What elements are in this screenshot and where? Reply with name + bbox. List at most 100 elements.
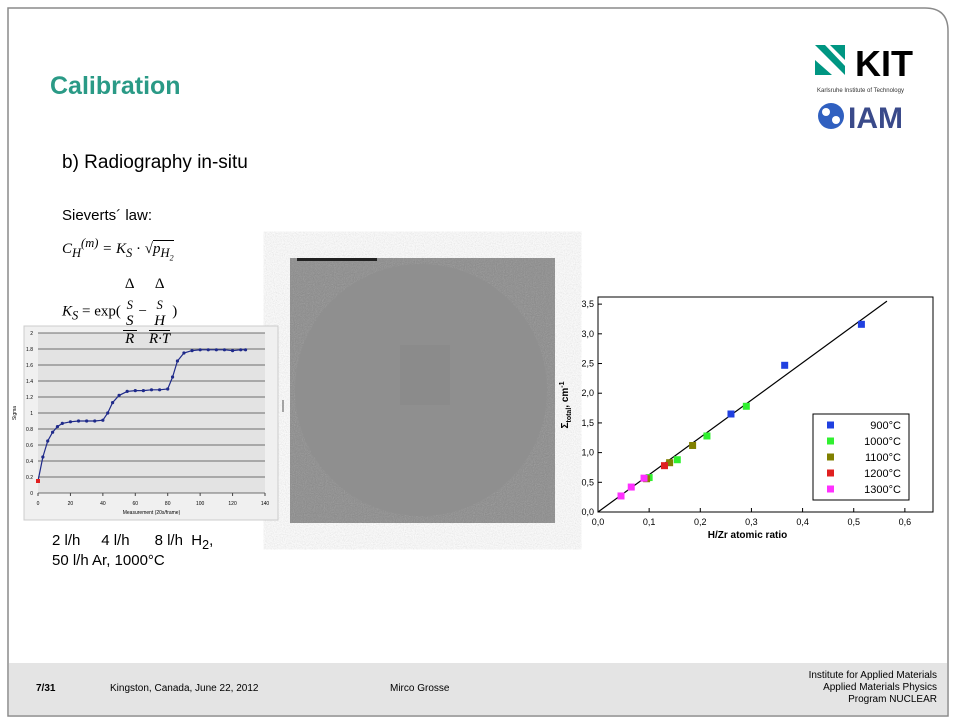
data-point [207, 348, 210, 351]
eq-part: C [62, 241, 72, 257]
x-axis-label: H/Zr atomic ratio [708, 530, 787, 541]
data-point [46, 439, 49, 442]
x-tick-label: 0,1 [643, 517, 656, 527]
x-tick-label: 40 [100, 501, 106, 507]
y-tick-label: 0.6 [26, 443, 33, 449]
eq-part: Δ [151, 276, 168, 293]
eq-part: K [62, 303, 72, 319]
data-point [858, 321, 865, 328]
y-tick-label: 1,5 [581, 418, 594, 428]
x-tick-label: 80 [165, 501, 171, 507]
eq-part: H [161, 246, 170, 260]
y-tick-label: 1,0 [581, 448, 594, 458]
x-tick-label: 60 [133, 501, 139, 507]
eq-part: Δ [125, 276, 135, 293]
eq-part: − [139, 303, 147, 319]
footer-author: Mirco Grosse [390, 683, 449, 694]
caption-line-1: 2 l/h 4 l/h 8 l/h H2, [52, 532, 213, 552]
legend-label: 1100°C [865, 452, 901, 464]
y-tick-label: 1.8 [26, 347, 33, 353]
caption-part: 8 l/h [155, 532, 183, 549]
footer-page: 7/31 [36, 683, 55, 694]
data-point [661, 462, 668, 469]
data-point [101, 419, 104, 422]
eq-part: p [153, 241, 161, 257]
eq-part: S [157, 298, 163, 312]
data-point [215, 348, 218, 351]
legend-swatch [827, 470, 834, 477]
y-label-part: , cm [560, 388, 571, 408]
eq-part: · √ [132, 241, 153, 257]
data-point [618, 492, 625, 499]
y-tick-label: 0.4 [26, 459, 33, 465]
caption-part: 2 l/h [52, 532, 80, 549]
y-tick-label: 1.2 [26, 395, 33, 401]
data-point [244, 348, 247, 351]
data-point [126, 390, 129, 393]
slide: KIT Karlsruhe Institute of Technology IA… [0, 0, 955, 720]
highlight-point [36, 479, 40, 483]
law-heading: Sieverts´ law: [62, 207, 152, 224]
y-tick-label: 3,0 [581, 329, 594, 339]
eq-part: S [125, 313, 135, 330]
footer-event: Kingston, Canada, June 22, 2012 [110, 683, 258, 694]
legend-swatch [827, 422, 834, 429]
y-tick-label: 1 [30, 411, 33, 417]
footer-line: Institute for Applied Materials [809, 670, 937, 682]
data-point [134, 389, 137, 392]
eq-part: R [123, 331, 137, 348]
data-point [674, 456, 681, 463]
legend-label: 1000°C [864, 436, 901, 448]
caption-part: , [209, 532, 213, 549]
x-tick-label: 0 [37, 501, 40, 507]
x-tick-label: 120 [228, 501, 237, 507]
eq-part: R·T [149, 331, 170, 348]
x-tick-label: 100 [196, 501, 205, 507]
eq-part: (m) [81, 236, 98, 250]
data-point [41, 455, 44, 458]
data-point [142, 389, 145, 392]
data-point [85, 419, 88, 422]
data-point [51, 431, 54, 434]
x-tick-label: 0,4 [796, 517, 809, 527]
legend-label: 900°C [870, 420, 901, 432]
data-point [77, 419, 80, 422]
data-point [56, 425, 59, 428]
legend-label: 1300°C [864, 484, 901, 496]
y-tick-label: 0.8 [26, 427, 33, 433]
equation-1: CH(m) = KS · √pH2 [62, 236, 174, 263]
y-tick-label: 0.2 [26, 475, 33, 481]
data-point [199, 348, 202, 351]
y-tick-label: 2,5 [581, 359, 594, 369]
data-point [106, 411, 109, 414]
x-tick-label: 140 [261, 501, 270, 507]
y-tick-label: 0 [30, 491, 33, 497]
logo-globe [818, 103, 844, 129]
data-point [150, 388, 153, 391]
eq-part: = exp( [82, 303, 121, 319]
logo-tagline: Karlsruhe Institute of Technology [817, 88, 904, 94]
data-point [628, 484, 635, 491]
data-point [158, 388, 161, 391]
logo-iam: IAM [848, 102, 903, 135]
data-point [223, 348, 226, 351]
data-point [182, 351, 185, 354]
eq-root: pH2 [153, 240, 174, 257]
eq-part: 2 [170, 254, 174, 263]
legend-label: 1200°C [864, 468, 901, 480]
slide-canvas: KIT Karlsruhe Institute of Technology IA… [0, 0, 955, 720]
data-point [689, 442, 696, 449]
footer-line: Program NUCLEAR [809, 694, 937, 706]
caption-part: H [191, 532, 202, 549]
footer-line: Applied Materials Physics [809, 682, 937, 694]
data-point [93, 419, 96, 422]
data-point [117, 394, 120, 397]
data-point [641, 475, 648, 482]
y-axis-label: Sigma [12, 406, 18, 420]
y-tick-label: 0,5 [581, 477, 594, 487]
eq-part: S [72, 308, 78, 322]
legend-swatch [827, 486, 834, 493]
caption-line-2: 50 l/h Ar, 1000°C [52, 552, 165, 569]
radiograph [283, 258, 555, 523]
footer-institute: Institute for Applied Materials Applied … [809, 670, 937, 706]
